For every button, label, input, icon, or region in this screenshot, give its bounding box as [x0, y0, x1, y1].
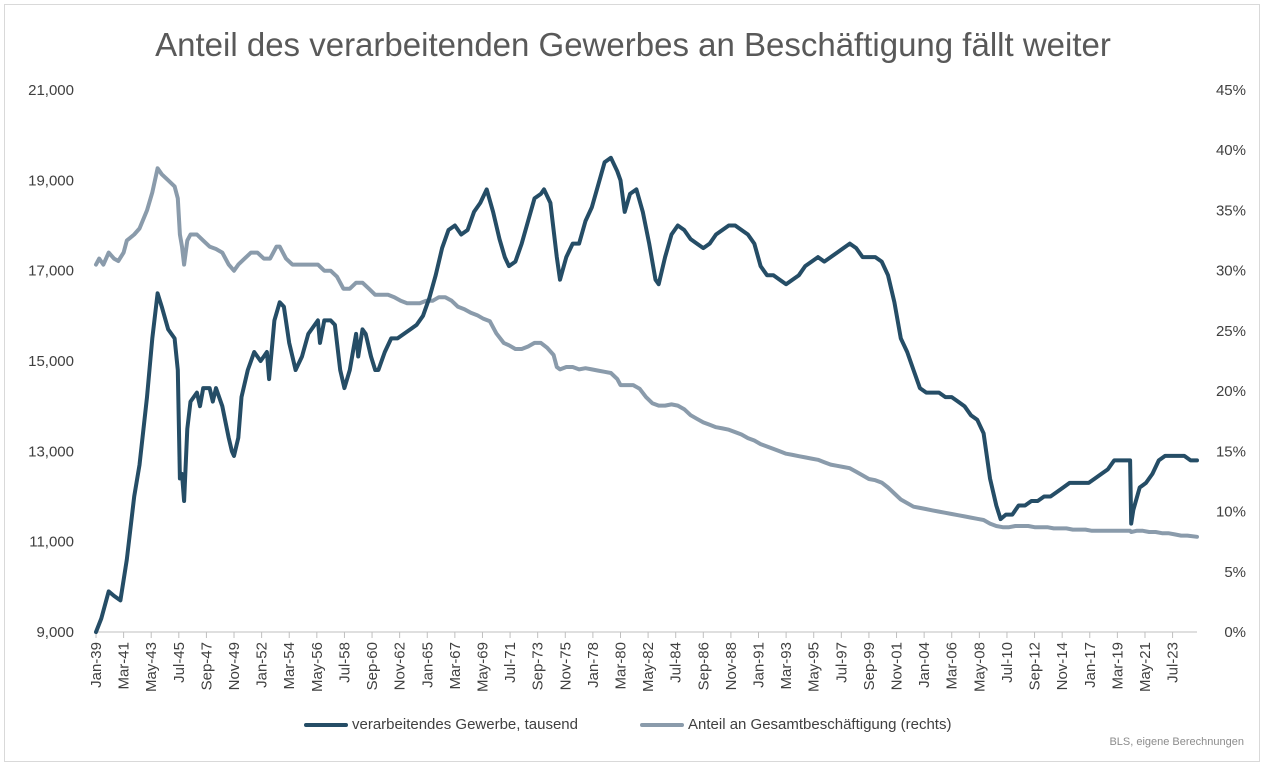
x-axis-tick-label: Nov-62: [392, 642, 409, 690]
left-axis-tick-label: 15,000: [28, 353, 74, 370]
left-axis-tick-label: 19,000: [28, 172, 74, 189]
x-axis-tick-label: Jan-65: [419, 642, 436, 688]
x-axis-tick-label: May-56: [309, 642, 326, 692]
right-axis-tick-label: 0%: [1224, 624, 1246, 641]
x-axis-tick-label: Jul-23: [1165, 642, 1182, 683]
x-axis-tick-label: Nov-14: [1054, 642, 1071, 690]
x-axis-tick-label: May-82: [640, 642, 657, 692]
x-axis-tick-label: May-43: [143, 642, 160, 692]
x-axis-tick-label: Sep-99: [861, 642, 878, 690]
right-axis-tick-label: 5%: [1224, 564, 1246, 581]
legend-label-manufacturing: verarbeitendes Gewerbe, tausend: [352, 716, 578, 733]
right-axis-tick-label: 25%: [1216, 323, 1246, 340]
x-axis-tick-label: May-21: [1137, 642, 1154, 692]
x-axis-tick-label: May-95: [806, 642, 823, 692]
x-axis-tick-label: Jul-45: [171, 642, 188, 683]
chart-title: Anteil des verarbeitenden Gewerbes an Be…: [155, 26, 1111, 63]
legend-label-share: Anteil an Gesamtbeschäftigung (rechts): [688, 716, 952, 733]
x-axis-tick-label: Mar-54: [281, 642, 298, 690]
right-axis-tick-label: 10%: [1216, 504, 1246, 521]
right-axis-tick-label: 20%: [1216, 383, 1246, 400]
right-axis-tick-label: 45%: [1216, 82, 1246, 99]
left-axis-tick-label: 21,000: [28, 82, 74, 99]
x-axis-tick-label: Jan-78: [585, 642, 602, 688]
x-axis-tick-label: Nov-75: [557, 642, 574, 690]
x-axis-tick-label: Mar-80: [612, 642, 629, 690]
x-axis-tick-label: Jan-39: [88, 642, 105, 688]
x-axis-tick-label: Jul-84: [668, 642, 685, 683]
x-axis-tick-label: Sep-47: [198, 642, 215, 690]
left-axis-tick-label: 17,000: [28, 263, 74, 280]
right-axis-tick-label: 35%: [1216, 202, 1246, 219]
chart-frame: [4, 4, 1260, 762]
x-axis-tick-label: Jul-58: [336, 642, 353, 683]
x-axis-tick-label: Jan-52: [254, 642, 271, 688]
x-axis-tick-label: May-69: [474, 642, 491, 692]
x-axis-tick-label: Mar-41: [116, 642, 133, 690]
x-axis-tick-label: Mar-93: [778, 642, 795, 690]
legend-swatch-manufacturing: [304, 722, 348, 727]
right-axis-ticks: 0% 5% 10% 15% 20% 25% 30% 35% 40% 45%: [1216, 82, 1246, 641]
right-axis-tick-label: 15%: [1216, 443, 1246, 460]
x-axis-tick-label: Nov-49: [226, 642, 243, 690]
x-axis-tick-label: Sep-73: [530, 642, 547, 690]
legend-swatch-share: [640, 722, 684, 727]
x-axis-tick-label: Sep-60: [364, 642, 381, 690]
series-line-manufacturing: [94, 155, 1199, 634]
right-axis-tick-label: 40%: [1216, 142, 1246, 159]
series-line-share: [94, 166, 1199, 539]
x-axis-tick-label: Jul-71: [502, 642, 519, 683]
series-layer: [94, 155, 1199, 634]
left-axis-tick-label: 13,000: [28, 443, 74, 460]
left-axis-ticks: 9,000 11,000 13,000 15,000 17,000 19,000 21,00…: [28, 82, 74, 641]
legend-item-share: Anteil an Gesamtbeschäftigung (rechts): [640, 716, 951, 733]
x-axis-tick-label: Mar-06: [944, 642, 961, 690]
x-axis-tick-label: Sep-12: [1027, 642, 1044, 690]
right-axis-tick-label: 30%: [1216, 263, 1246, 280]
x-axis-tick-label: Sep-86: [695, 642, 712, 690]
left-axis-tick-label: 11,000: [29, 534, 74, 551]
x-axis-tick-label: May-08: [971, 642, 988, 692]
x-axis-tick-label: Jul-97: [833, 642, 850, 683]
source-note: BLS, eigene Berechnungen: [1109, 736, 1244, 748]
x-axis-tick-label: Nov-88: [723, 642, 740, 690]
x-axis-tick-label: Jan-91: [751, 642, 768, 688]
x-axis-tick-label: Nov-01: [889, 642, 906, 690]
x-axis-tick-label: Jan-04: [916, 642, 933, 688]
legend-item-manufacturing: verarbeitendes Gewerbe, tausend: [304, 716, 578, 733]
left-axis-tick-label: 9,000: [36, 624, 74, 641]
x-axis-tick-label: Mar-19: [1109, 642, 1126, 690]
x-axis-tick-label: Jul-10: [999, 642, 1016, 683]
x-axis-tick-label: Jan-17: [1082, 642, 1099, 688]
x-axis-tick-label: Mar-67: [447, 642, 464, 690]
x-axis: Jan-39 Mar-41 May-43 Jul-45 Sep-47 Nov-49 Jan-…: [88, 631, 1197, 692]
